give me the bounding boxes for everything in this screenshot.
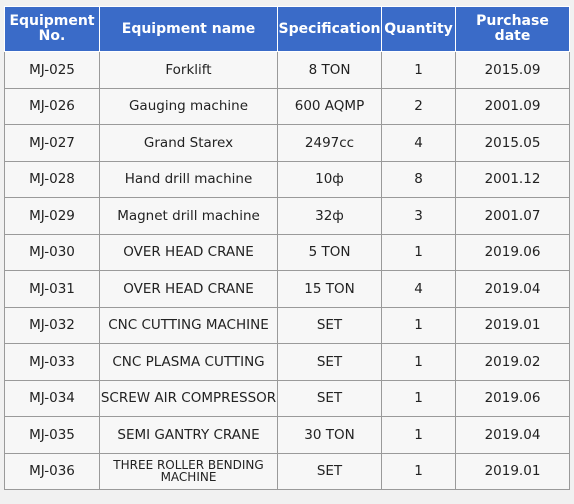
cell-quantity: 1 bbox=[381, 416, 456, 454]
table-row: MJ-033 CNC PLASMA CUTTING SET 1 2019.02 bbox=[4, 343, 570, 381]
header-equipment-name: Equipment name bbox=[99, 6, 278, 52]
table-header-row: Equipment No. Equipment name Specificati… bbox=[4, 6, 570, 52]
cell-equipment-no: MJ-032 bbox=[4, 306, 100, 344]
table-row: MJ-025 Forklift 8 TON 1 2015.09 bbox=[4, 51, 570, 89]
cell-quantity: 4 bbox=[381, 124, 456, 162]
cell-equipment-no: MJ-027 bbox=[4, 124, 100, 162]
header-purchase-date: Purchase date bbox=[455, 6, 570, 52]
table-row: MJ-034 SCREW AIR COMPRESSOR SET 1 2019.0… bbox=[4, 379, 570, 417]
table-row: MJ-030 OVER HEAD CRANE 5 TON 1 2019.06 bbox=[4, 233, 570, 271]
cell-equipment-name: OVER HEAD CRANE bbox=[99, 233, 278, 271]
cell-quantity: 1 bbox=[381, 343, 456, 381]
cell-equipment-name: SCREW AIR COMPRESSOR bbox=[99, 379, 278, 417]
cell-specification: SET bbox=[277, 379, 382, 417]
cell-purchase-date: 2019.02 bbox=[455, 343, 570, 381]
table-row: MJ-032 CNC CUTTING MACHINE SET 1 2019.01 bbox=[4, 306, 570, 344]
header-quantity: Quantity bbox=[381, 6, 456, 52]
cell-equipment-name: Gauging machine bbox=[99, 87, 278, 125]
cell-purchase-date: 2001.09 bbox=[455, 87, 570, 125]
cell-purchase-date: 2001.07 bbox=[455, 197, 570, 235]
cell-equipment-no: MJ-034 bbox=[4, 379, 100, 417]
cell-equipment-name: Forklift bbox=[99, 51, 278, 89]
cell-equipment-no: MJ-026 bbox=[4, 87, 100, 125]
cell-specification: 30 TON bbox=[277, 416, 382, 454]
cell-specification: 10ф bbox=[277, 160, 382, 198]
cell-purchase-date: 2019.06 bbox=[455, 233, 570, 271]
cell-specification: 8 TON bbox=[277, 51, 382, 89]
table-row: MJ-029 Magnet drill machine 32ф 3 2001.0… bbox=[4, 197, 570, 235]
cell-equipment-name: THREE ROLLER BENDING MACHINE bbox=[99, 452, 278, 490]
cell-equipment-no: MJ-035 bbox=[4, 416, 100, 454]
cell-purchase-date: 2001.12 bbox=[455, 160, 570, 198]
cell-specification: 15 TON bbox=[277, 270, 382, 308]
table-row: MJ-028 Hand drill machine 10ф 8 2001.12 bbox=[4, 160, 570, 198]
cell-equipment-name: Magnet drill machine bbox=[99, 197, 278, 235]
cell-equipment-no: MJ-029 bbox=[4, 197, 100, 235]
cell-purchase-date: 2015.09 bbox=[455, 51, 570, 89]
cell-equipment-no: MJ-031 bbox=[4, 270, 100, 308]
cell-purchase-date: 2019.04 bbox=[455, 270, 570, 308]
cell-equipment-no: MJ-028 bbox=[4, 160, 100, 198]
cell-specification: 600 AQMP bbox=[277, 87, 382, 125]
cell-quantity: 2 bbox=[381, 87, 456, 125]
cell-quantity: 8 bbox=[381, 160, 456, 198]
cell-quantity: 1 bbox=[381, 306, 456, 344]
cell-quantity: 1 bbox=[381, 452, 456, 490]
cell-equipment-no: MJ-025 bbox=[4, 51, 100, 89]
table-row: MJ-035 SEMI GANTRY CRANE 30 TON 1 2019.0… bbox=[4, 416, 570, 454]
cell-equipment-name: CNC PLASMA CUTTING bbox=[99, 343, 278, 381]
cell-equipment-name: SEMI GANTRY CRANE bbox=[99, 416, 278, 454]
cell-equipment-name: CNC CUTTING MACHINE bbox=[99, 306, 278, 344]
cell-equipment-name: Grand Starex bbox=[99, 124, 278, 162]
cell-purchase-date: 2019.01 bbox=[455, 306, 570, 344]
cell-quantity: 1 bbox=[381, 51, 456, 89]
cell-purchase-date: 2019.04 bbox=[455, 416, 570, 454]
cell-quantity: 1 bbox=[381, 233, 456, 271]
table-row: MJ-027 Grand Starex 2497cc 4 2015.05 bbox=[4, 124, 570, 162]
cell-purchase-date: 2019.01 bbox=[455, 452, 570, 490]
cell-quantity: 4 bbox=[381, 270, 456, 308]
cell-purchase-date: 2015.05 bbox=[455, 124, 570, 162]
cell-specification: SET bbox=[277, 306, 382, 344]
cell-specification: 32ф bbox=[277, 197, 382, 235]
table-row: MJ-036 THREE ROLLER BENDING MACHINE SET … bbox=[4, 452, 570, 490]
cell-specification: SET bbox=[277, 343, 382, 381]
cell-equipment-no: MJ-030 bbox=[4, 233, 100, 271]
table-row: MJ-026 Gauging machine 600 AQMP 2 2001.0… bbox=[4, 87, 570, 125]
cell-specification: 2497cc bbox=[277, 124, 382, 162]
header-equipment-no: Equipment No. bbox=[4, 6, 100, 52]
cell-equipment-no: MJ-036 bbox=[4, 452, 100, 490]
cell-equipment-name: Hand drill machine bbox=[99, 160, 278, 198]
equipment-table: Equipment No. Equipment name Specificati… bbox=[4, 6, 570, 490]
cell-quantity: 1 bbox=[381, 379, 456, 417]
cell-quantity: 3 bbox=[381, 197, 456, 235]
cell-purchase-date: 2019.06 bbox=[455, 379, 570, 417]
header-specification: Specification bbox=[277, 6, 382, 52]
cell-equipment-name: OVER HEAD CRANE bbox=[99, 270, 278, 308]
table-row: MJ-031 OVER HEAD CRANE 15 TON 4 2019.04 bbox=[4, 270, 570, 308]
cell-equipment-no: MJ-033 bbox=[4, 343, 100, 381]
cell-specification: 5 TON bbox=[277, 233, 382, 271]
cell-specification: SET bbox=[277, 452, 382, 490]
